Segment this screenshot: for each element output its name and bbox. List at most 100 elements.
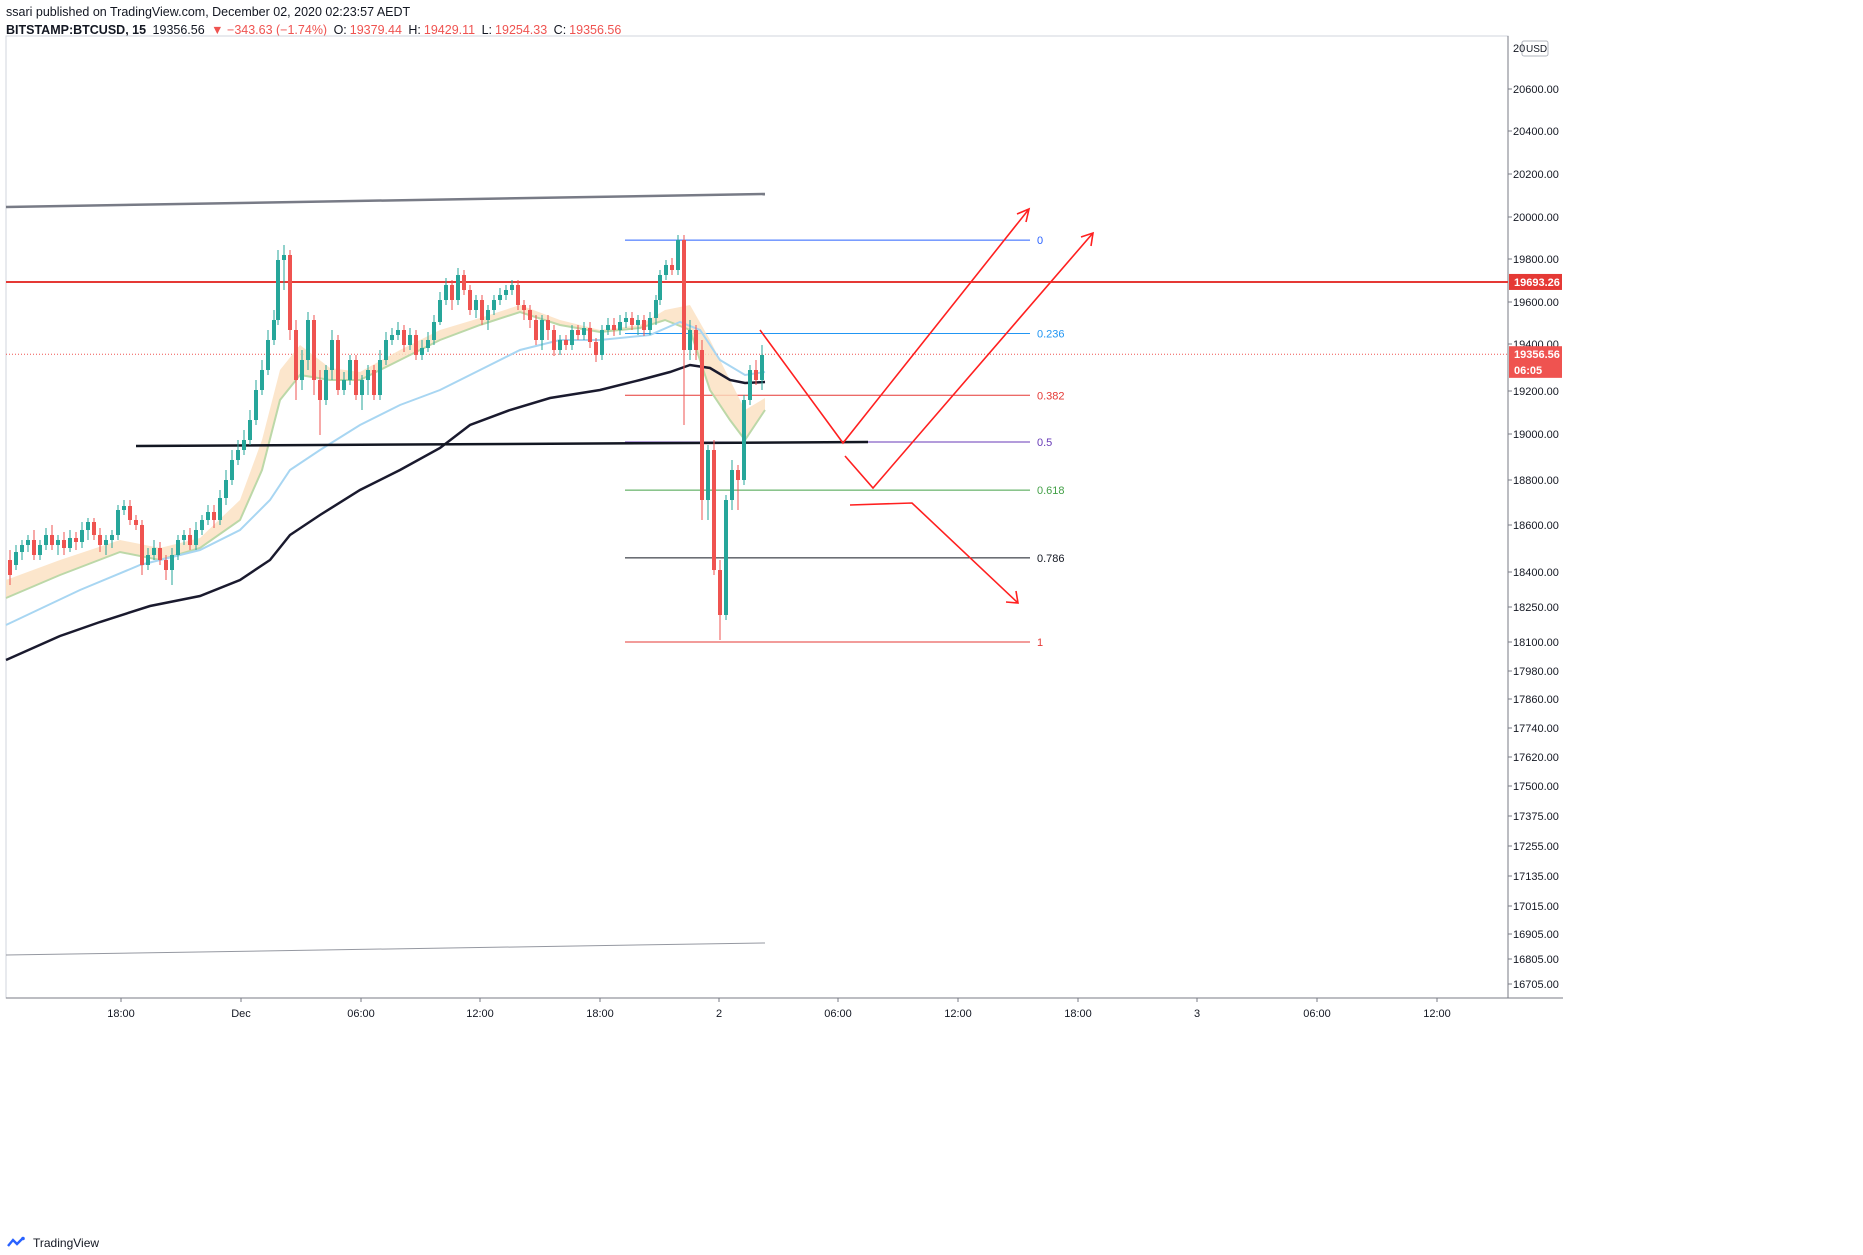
- candle-body: [56, 540, 60, 545]
- fib-level-label: 0.382: [1037, 390, 1065, 402]
- candle-body: [510, 285, 514, 290]
- fib-level-label: 0.786: [1037, 553, 1065, 565]
- candle-body: [682, 240, 686, 350]
- y-tick-label: 17255.00: [1513, 841, 1559, 853]
- candle-body: [600, 330, 604, 355]
- candle-body: [134, 520, 138, 525]
- candle-body: [468, 290, 472, 310]
- candle-body: [20, 545, 24, 552]
- candle-body: [594, 342, 598, 355]
- x-tick-label: 3: [1194, 1008, 1200, 1020]
- candle-body: [212, 512, 216, 520]
- x-tick-label: 06:00: [1303, 1008, 1331, 1020]
- candle-body: [664, 265, 668, 275]
- footer-brand[interactable]: TradingView: [33, 1236, 100, 1250]
- candle-body: [654, 300, 658, 318]
- candle-body: [426, 340, 430, 348]
- low-value: 19254.33: [495, 23, 548, 37]
- candle-body: [116, 510, 120, 535]
- fib-level-label: 1: [1037, 637, 1043, 649]
- channel-upper-line: [5, 192, 766, 209]
- candle-body: [760, 355, 764, 380]
- candle-body: [372, 370, 376, 395]
- candle-body: [724, 500, 728, 615]
- candle-body: [432, 322, 436, 340]
- candle-body: [658, 275, 662, 300]
- candle-body: [312, 320, 316, 380]
- candle-body: [32, 540, 36, 555]
- y-tick-label: 20000.00: [1513, 212, 1559, 224]
- y-tick-label: 19600.00: [1513, 297, 1559, 309]
- candle-body: [498, 295, 502, 300]
- tradingview-logo-icon: [7, 1236, 25, 1247]
- currency-badge: [1521, 40, 1549, 57]
- symbol-label[interactable]: BITSTAMP:BTCUSD, 15: [6, 23, 147, 37]
- candle-body: [330, 340, 334, 370]
- candle-body: [670, 265, 674, 270]
- candle-body: [540, 320, 544, 340]
- candle-body: [360, 380, 364, 395]
- y-tick-label: 17015.00: [1513, 901, 1559, 913]
- candle-body: [462, 275, 466, 290]
- candle-body: [624, 318, 628, 322]
- candle-body: [420, 348, 424, 355]
- candle-body: [456, 275, 460, 300]
- candle-body: [474, 300, 478, 310]
- candle-body: [522, 305, 526, 310]
- candle-body: [384, 340, 388, 360]
- candle-body: [272, 320, 276, 340]
- candle-body: [486, 310, 490, 320]
- high-label: H:: [408, 23, 421, 37]
- y-tick-label: 20600.00: [1513, 84, 1559, 96]
- candle-body: [266, 340, 270, 370]
- candle-body: [306, 320, 310, 360]
- candle-body: [282, 255, 286, 260]
- fib-level-label: 0.236: [1037, 329, 1065, 341]
- last-price: 19356.56: [152, 23, 205, 37]
- candle-body: [414, 335, 418, 355]
- candle-body: [606, 325, 610, 330]
- candle-body: [552, 330, 556, 350]
- candle-body: [140, 525, 144, 565]
- candle-body: [242, 440, 246, 450]
- price-tag: [1509, 361, 1562, 378]
- candle-body: [576, 330, 580, 335]
- candle-body: [44, 535, 48, 545]
- candle-body: [164, 560, 168, 570]
- y-tick-label: 18250.00: [1513, 602, 1559, 614]
- candle-body: [26, 540, 30, 545]
- candle-body: [492, 300, 496, 310]
- projection-path-b: [844, 232, 1094, 490]
- candle-body: [218, 498, 222, 520]
- candle-body: [564, 340, 568, 345]
- channel-lower-line: [5, 942, 766, 956]
- y-tick-label: 19000.00: [1513, 429, 1559, 441]
- high-value: 19429.11: [423, 23, 476, 37]
- ema-mid-line: [5, 320, 766, 626]
- candle-body: [122, 506, 126, 510]
- price-tag: [1509, 346, 1562, 363]
- arrowhead-a: [1016, 207, 1031, 223]
- y-tick-label: 19200.00: [1513, 386, 1559, 398]
- candle-body: [86, 522, 90, 530]
- candle-body: [224, 480, 228, 498]
- y-tick-label: 16805.00: [1513, 954, 1559, 966]
- candle-body: [378, 360, 382, 395]
- candle-body: [92, 522, 96, 535]
- candle-body: [504, 290, 508, 295]
- candle-body: [194, 530, 198, 545]
- y-tick-label: 17500.00: [1513, 781, 1559, 793]
- candle-body: [648, 318, 652, 330]
- candle-body: [354, 360, 358, 395]
- candle-body: [718, 570, 722, 615]
- arrowhead-c: [1005, 590, 1019, 604]
- candle-body: [408, 335, 412, 345]
- x-tick-label: 06:00: [824, 1008, 852, 1020]
- footer: TradingView: [6, 1236, 99, 1250]
- candle-body: [176, 540, 180, 555]
- candle-body: [402, 330, 406, 345]
- price-tag: [1509, 273, 1562, 290]
- y-tick-label: 17375.00: [1513, 811, 1559, 823]
- candle-body: [444, 285, 448, 300]
